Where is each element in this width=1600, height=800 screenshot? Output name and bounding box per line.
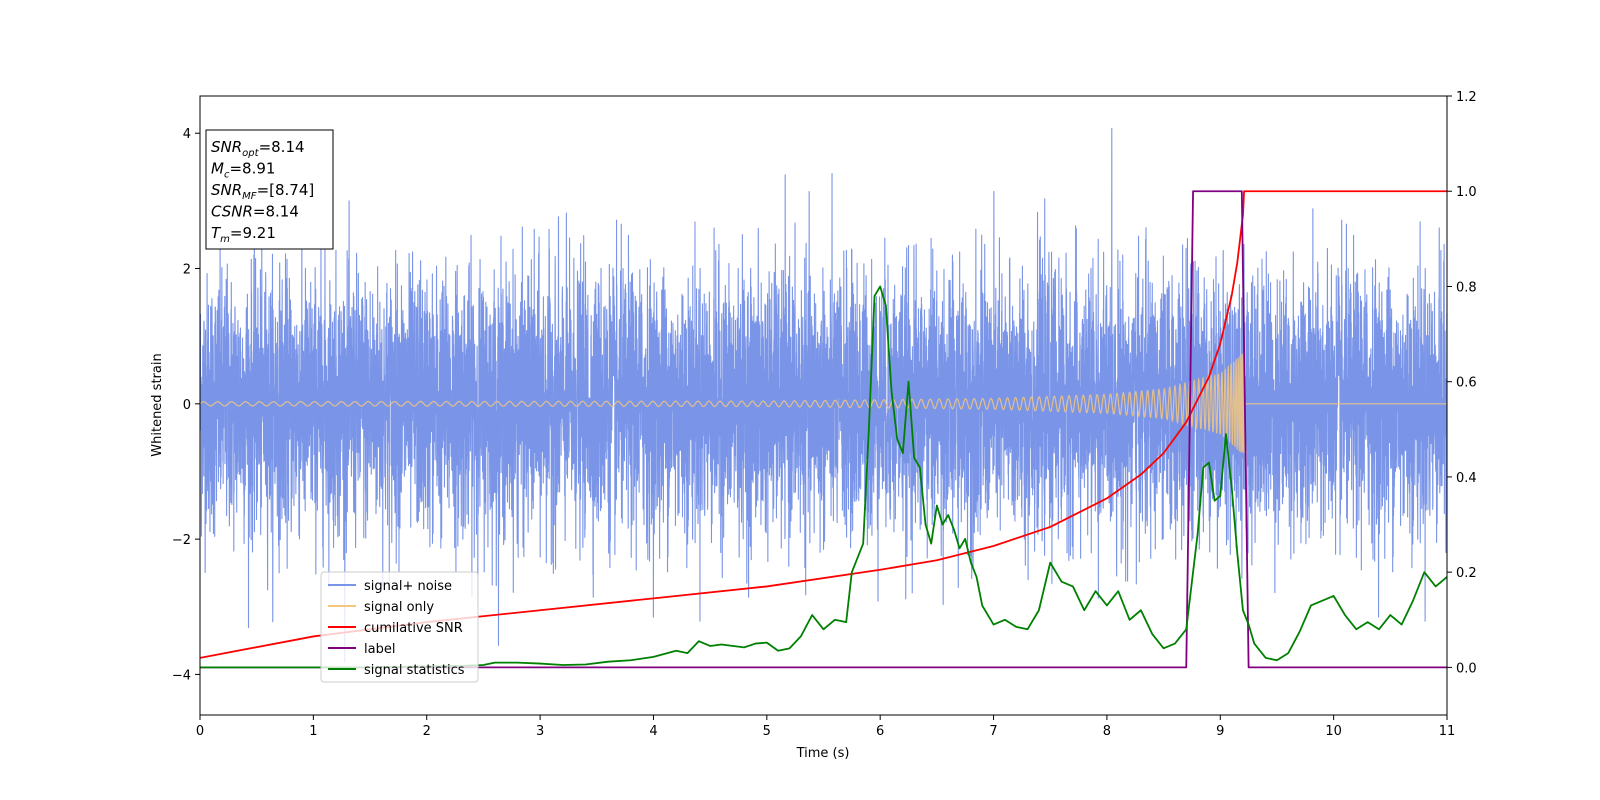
x-tick-label: 3 <box>536 724 544 739</box>
legend-entry: signal only <box>364 600 434 615</box>
annotation-value: =8.91 <box>229 160 275 178</box>
y-tick-label: 4 <box>183 127 191 142</box>
y2-tick-label: 1.2 <box>1456 90 1477 105</box>
x-tick-label: 6 <box>876 724 884 739</box>
series-cumilative-snr <box>200 190 1447 659</box>
x-tick-label: 1 <box>309 724 317 739</box>
annotation-symbol: SNR <box>211 181 242 199</box>
annotation-value: =8.14 <box>259 138 305 156</box>
plot-frame <box>199 95 1448 716</box>
x-tick-label: 4 <box>649 724 657 739</box>
series-signal-only <box>200 353 1447 454</box>
legend-entry: cumilative SNR <box>364 621 463 636</box>
annotation-value: =8.14 <box>253 203 299 221</box>
series-signal-statistics <box>200 285 1447 669</box>
annotation-symbol: SNR <box>211 138 242 156</box>
y-axis-right: 1.2 1.0 0.8 0.6 0.4 0.2 0.0 <box>1447 90 1477 676</box>
legend-entry: label <box>364 642 395 657</box>
annotation-subscript: MF <box>242 191 257 202</box>
y2-tick-label: 0.4 <box>1456 471 1477 486</box>
y2-tick-label: 0.6 <box>1456 376 1477 391</box>
y2-tick-label: 0.0 <box>1456 661 1477 676</box>
legend-frame <box>320 571 479 683</box>
annotation-line: Mc=8.91 <box>211 160 275 181</box>
annotation-subscript: m <box>220 234 230 245</box>
annotation-symbol: T <box>211 224 222 242</box>
x-tick-label: 5 <box>763 724 771 739</box>
annotation-line: SNRopt=8.14 <box>211 138 305 159</box>
x-axis: 0 1 2 3 4 5 6 7 8 9 10 11 <box>196 715 1455 739</box>
annotation-box: SNRopt=8.14Mc=8.91SNRMF=[8.74]CSNR=8.14T… <box>205 129 334 250</box>
annotation-line: Tm=9.21 <box>211 224 276 245</box>
annotation-frame <box>205 129 334 250</box>
legend-entry: signal statistics <box>364 663 465 678</box>
annotation-symbol: M <box>211 160 224 178</box>
x-tick-label: 9 <box>1216 724 1224 739</box>
annotation-value: =9.21 <box>230 224 276 242</box>
annotation-line: CSNR=8.14 <box>211 203 299 221</box>
legend-entry: signal+ noise <box>364 579 452 594</box>
y2-tick-label: 1.0 <box>1456 185 1477 200</box>
series-layer <box>200 127 1447 669</box>
y2-tick-label: 0.8 <box>1456 280 1477 295</box>
x-tick-label: 11 <box>1439 724 1456 739</box>
annotation-value: =[8.74] <box>257 181 315 199</box>
legend: signal+ noise signal only cumilative SNR la… <box>320 571 479 683</box>
annotation-line: SNRMF=[8.74] <box>211 181 314 202</box>
series-label <box>200 190 1447 669</box>
y-tick-label: −4 <box>172 668 191 683</box>
y-tick-label: 0 <box>183 398 191 413</box>
y2-tick-label: 0.2 <box>1456 566 1477 581</box>
y-axis-left: 4 2 0 −2 −4 <box>172 127 200 683</box>
x-tick-label: 8 <box>1103 724 1111 739</box>
y-axis-label: Whitened strain <box>150 353 165 456</box>
x-axis-label: Time (s) <box>796 746 850 761</box>
y-tick-label: −2 <box>172 533 191 548</box>
annotation-subscript: opt <box>242 148 259 159</box>
annotation-subscript: c <box>224 170 230 181</box>
x-tick-label: 2 <box>423 724 431 739</box>
x-tick-label: 7 <box>989 724 997 739</box>
x-tick-label: 10 <box>1325 724 1342 739</box>
annotation-symbol: CSNR <box>211 203 253 221</box>
x-tick-label: 0 <box>196 724 204 739</box>
y-tick-label: 2 <box>183 263 191 278</box>
